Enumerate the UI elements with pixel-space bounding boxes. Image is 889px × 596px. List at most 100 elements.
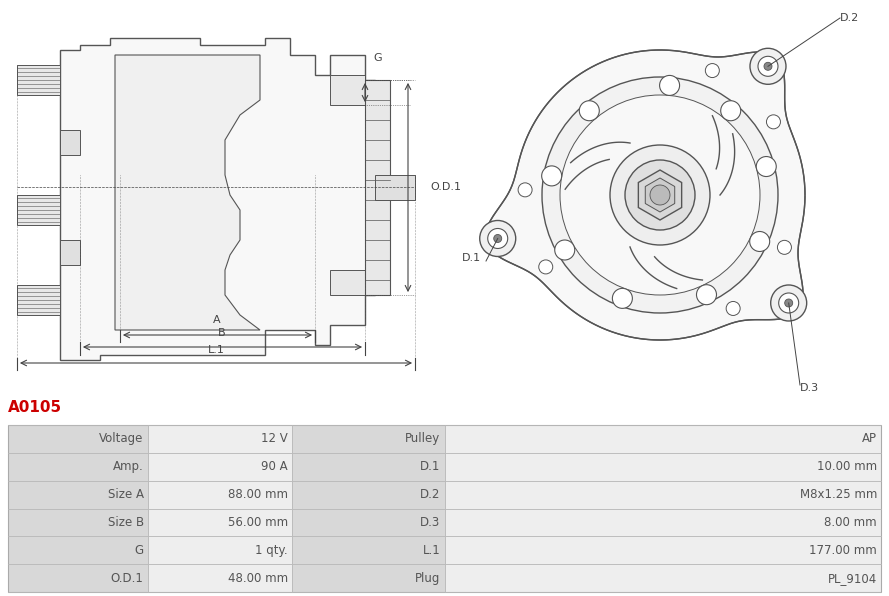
Text: 48.00 mm: 48.00 mm bbox=[228, 572, 288, 585]
Circle shape bbox=[771, 285, 806, 321]
Text: 1 qty.: 1 qty. bbox=[255, 544, 288, 557]
Text: D.3: D.3 bbox=[420, 516, 441, 529]
Polygon shape bbox=[485, 50, 805, 340]
Bar bbox=[8, 564, 148, 592]
Circle shape bbox=[542, 77, 778, 313]
Text: Size B: Size B bbox=[108, 516, 144, 529]
Text: A0105: A0105 bbox=[8, 400, 62, 415]
Text: M8x1.25 mm: M8x1.25 mm bbox=[799, 488, 877, 501]
Circle shape bbox=[696, 285, 717, 305]
Bar bbox=[8, 453, 148, 480]
Bar bbox=[292, 453, 444, 480]
Text: D.3: D.3 bbox=[800, 383, 819, 393]
Circle shape bbox=[779, 293, 798, 313]
Bar bbox=[444, 508, 881, 536]
Text: A: A bbox=[213, 315, 220, 325]
Circle shape bbox=[613, 288, 632, 308]
Polygon shape bbox=[17, 195, 60, 225]
Text: 90 A: 90 A bbox=[261, 460, 288, 473]
Text: Pulley: Pulley bbox=[405, 433, 441, 445]
Bar bbox=[148, 536, 292, 564]
Bar bbox=[444, 425, 881, 453]
Bar bbox=[292, 564, 444, 592]
Circle shape bbox=[721, 101, 741, 121]
Text: Plug: Plug bbox=[415, 572, 441, 585]
Polygon shape bbox=[365, 80, 390, 295]
Text: D.1: D.1 bbox=[462, 253, 481, 263]
Bar bbox=[444, 564, 881, 592]
Text: O.D.1: O.D.1 bbox=[111, 572, 144, 585]
Circle shape bbox=[764, 63, 772, 70]
Circle shape bbox=[758, 56, 778, 76]
Bar bbox=[444, 536, 881, 564]
Text: 88.00 mm: 88.00 mm bbox=[228, 488, 288, 501]
Text: O.D.1: O.D.1 bbox=[430, 182, 461, 192]
Circle shape bbox=[518, 183, 533, 197]
Circle shape bbox=[766, 115, 781, 129]
Text: PL_9104: PL_9104 bbox=[828, 572, 877, 585]
Polygon shape bbox=[645, 178, 675, 212]
Text: 177.00 mm: 177.00 mm bbox=[809, 544, 877, 557]
Text: Size A: Size A bbox=[108, 488, 144, 501]
Text: B: B bbox=[218, 328, 226, 338]
Circle shape bbox=[749, 231, 770, 252]
Polygon shape bbox=[60, 38, 375, 360]
Bar bbox=[8, 425, 148, 453]
Polygon shape bbox=[375, 175, 415, 200]
Text: AP: AP bbox=[862, 433, 877, 445]
Bar bbox=[292, 508, 444, 536]
Circle shape bbox=[757, 157, 776, 176]
Bar bbox=[8, 536, 148, 564]
Text: Voltage: Voltage bbox=[100, 433, 144, 445]
Text: L.1: L.1 bbox=[423, 544, 441, 557]
Text: G: G bbox=[134, 544, 144, 557]
Bar bbox=[292, 425, 444, 453]
Circle shape bbox=[560, 95, 760, 295]
Circle shape bbox=[660, 76, 679, 95]
Polygon shape bbox=[17, 285, 60, 315]
Text: 10.00 mm: 10.00 mm bbox=[817, 460, 877, 473]
Bar bbox=[148, 425, 292, 453]
Bar bbox=[148, 564, 292, 592]
Text: G: G bbox=[373, 53, 382, 63]
Circle shape bbox=[625, 160, 695, 230]
Polygon shape bbox=[60, 130, 80, 155]
Bar bbox=[148, 480, 292, 508]
Circle shape bbox=[493, 234, 501, 243]
Bar bbox=[444, 480, 881, 508]
Text: D.2: D.2 bbox=[420, 488, 441, 501]
Text: 12 V: 12 V bbox=[261, 433, 288, 445]
Circle shape bbox=[555, 240, 574, 260]
Bar bbox=[292, 480, 444, 508]
Bar bbox=[444, 453, 881, 480]
Circle shape bbox=[778, 240, 791, 254]
Text: D.1: D.1 bbox=[420, 460, 441, 473]
Circle shape bbox=[726, 302, 741, 315]
Bar bbox=[8, 425, 881, 592]
Polygon shape bbox=[330, 75, 365, 105]
Circle shape bbox=[488, 228, 508, 249]
Text: L.1: L.1 bbox=[207, 345, 224, 355]
Polygon shape bbox=[17, 65, 60, 95]
Bar bbox=[148, 453, 292, 480]
Circle shape bbox=[541, 166, 562, 186]
Circle shape bbox=[750, 48, 786, 84]
Polygon shape bbox=[330, 270, 365, 295]
Bar bbox=[8, 480, 148, 508]
Polygon shape bbox=[638, 170, 682, 220]
Bar bbox=[148, 508, 292, 536]
Circle shape bbox=[650, 185, 670, 205]
Circle shape bbox=[785, 299, 793, 307]
Text: 8.00 mm: 8.00 mm bbox=[824, 516, 877, 529]
Bar bbox=[8, 508, 148, 536]
Bar bbox=[292, 536, 444, 564]
Polygon shape bbox=[60, 240, 80, 265]
Circle shape bbox=[610, 145, 710, 245]
Circle shape bbox=[705, 64, 719, 77]
Text: D.2: D.2 bbox=[840, 13, 860, 23]
Circle shape bbox=[580, 101, 599, 121]
Circle shape bbox=[480, 221, 516, 256]
Text: 56.00 mm: 56.00 mm bbox=[228, 516, 288, 529]
Polygon shape bbox=[115, 55, 260, 330]
Text: Amp.: Amp. bbox=[113, 460, 144, 473]
